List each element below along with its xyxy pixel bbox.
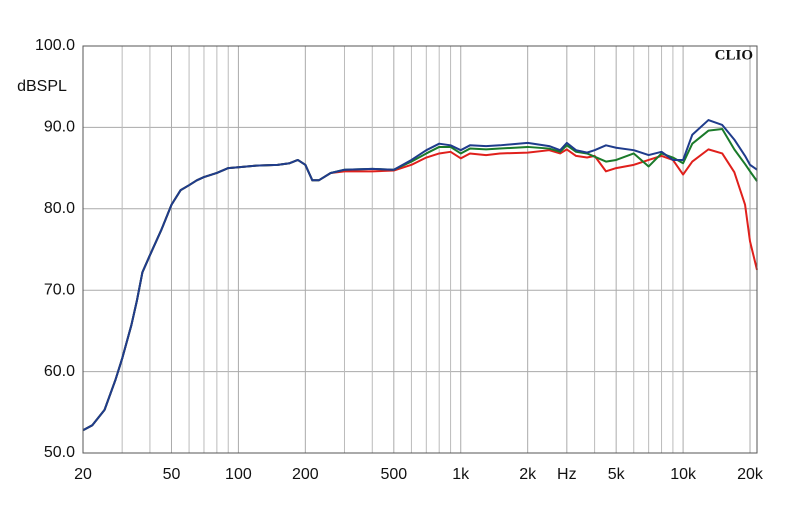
x-tick-label: 200 xyxy=(292,466,319,483)
x-tick-label: 1k xyxy=(452,466,470,483)
grid xyxy=(82,45,757,454)
x-tick-label: 2k xyxy=(519,466,537,483)
plot-frame xyxy=(82,45,758,454)
y-tick-label: 90.0 xyxy=(44,119,75,136)
x-tick-label: 5k xyxy=(608,466,626,483)
x-tick-label: 500 xyxy=(380,466,407,483)
x-tick-label: Hz xyxy=(557,466,577,483)
y-tick-label: 100.0 xyxy=(35,37,75,54)
series-line xyxy=(82,119,758,432)
y-tick-label: 80.0 xyxy=(44,200,75,217)
plot-lines xyxy=(82,119,758,432)
x-tick-label: 20k xyxy=(737,466,764,483)
y-tick-label: 50.0 xyxy=(44,444,75,461)
y-tick-label: 60.0 xyxy=(44,363,75,380)
y-tick-label: 70.0 xyxy=(44,281,75,298)
watermark: CLIO xyxy=(715,47,753,63)
x-tick-label: 20 xyxy=(74,466,92,483)
series-line xyxy=(82,128,758,432)
x-tick-label: 50 xyxy=(163,466,181,483)
x-tick-label: 10k xyxy=(670,466,697,483)
x-tick-label: 100 xyxy=(225,466,252,483)
y-axis-label: dBSPL xyxy=(17,78,67,95)
